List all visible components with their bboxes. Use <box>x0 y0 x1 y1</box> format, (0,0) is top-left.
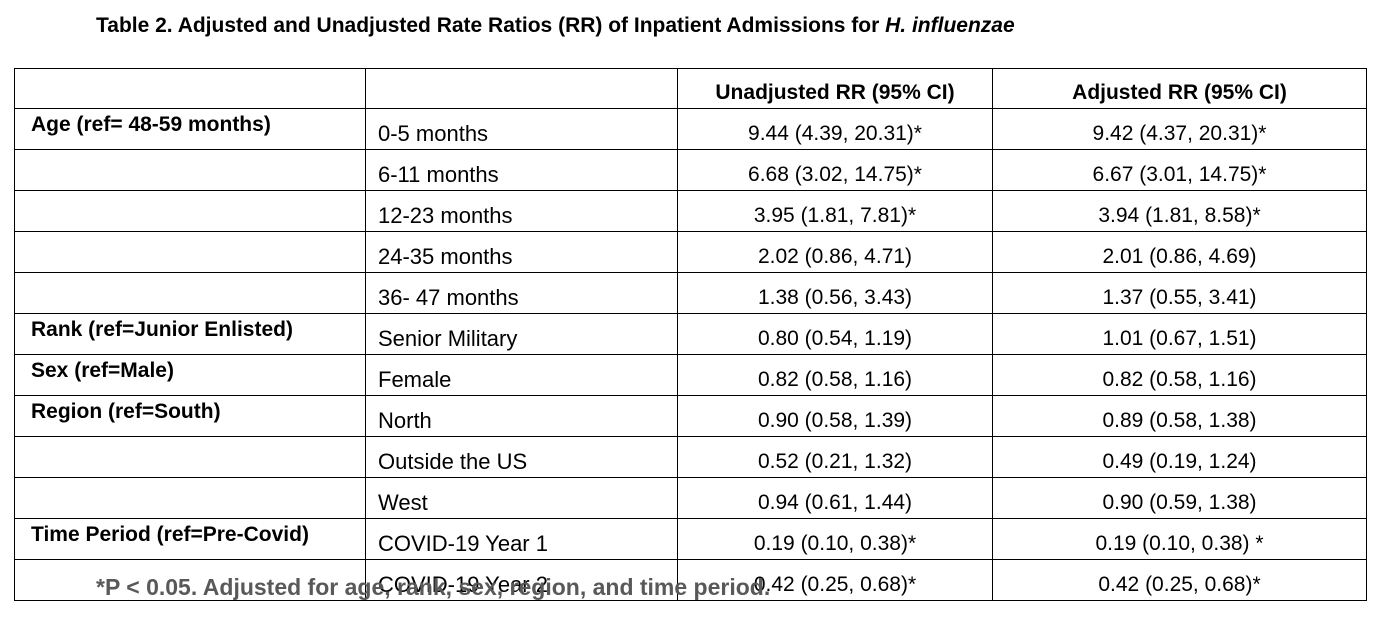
adjusted-rr-cell: 1.01 (0.67, 1.51) <box>992 313 1367 355</box>
adjusted-rr-cell: 0.19 (0.10, 0.38) * <box>992 518 1367 560</box>
unadjusted-rr-cell: 0.82 (0.58, 1.16) <box>677 354 993 396</box>
adjusted-rr-cell: 0.82 (0.58, 1.16) <box>992 354 1367 396</box>
adjusted-rr-cell: 3.94 (1.81, 8.58)* <box>992 190 1367 232</box>
level-cell: Senior Military <box>365 313 678 355</box>
variable-cell <box>14 190 366 232</box>
variable-cell <box>14 559 366 601</box>
footnote: *P < 0.05. Adjusted for age, rank, sex, … <box>96 574 771 600</box>
variable-cell <box>14 231 366 273</box>
unadjusted-rr-cell: 0.19 (0.10, 0.38)* <box>677 518 993 560</box>
level-cell: 24-35 months <box>365 231 678 273</box>
level-cell: Outside the US <box>365 436 678 478</box>
header-level <box>365 68 678 109</box>
level-cell: 12-23 months <box>365 190 678 232</box>
header-unadjusted-rr: Unadjusted RR (95% CI) <box>677 68 993 109</box>
variable-cell: Rank (ref=Junior Enlisted) <box>14 313 366 355</box>
table-row: 12-23 months 3.95 (1.81, 7.81)* 3.94 (1.81… <box>14 190 1367 232</box>
level-cell: 6-11 months <box>365 149 678 191</box>
table-title-text: Table 2. Adjusted and Unadjusted Rate Ra… <box>96 14 886 37</box>
level-cell: North <box>365 395 678 437</box>
table-header-row: Unadjusted RR (95% CI) Adjusted RR (95% … <box>14 68 1367 109</box>
header-adjusted-rr: Adjusted RR (95% CI) <box>992 68 1367 109</box>
table-row: Sex (ref=Male) Female 0.82 (0.58, 1.16) 0.8… <box>14 354 1367 396</box>
level-cell: 36- 47 months <box>365 272 678 314</box>
header-variable <box>14 68 366 109</box>
adjusted-rr-cell: 6.67 (3.01, 14.75)* <box>992 149 1367 191</box>
level-cell: COVID-19 Year 2 <box>365 559 678 601</box>
unadjusted-rr-cell: 6.68 (3.02, 14.75)* <box>677 149 993 191</box>
table-body: Age (ref= 48-59 months) 0-5 months 9.44 (4… <box>14 108 1367 601</box>
variable-cell: Age (ref= 48-59 months) <box>14 108 366 150</box>
table-row: 6-11 months 6.68 (3.02, 14.75)* 6.67 (3.01… <box>14 149 1367 191</box>
variable-cell: Sex (ref=Male) <box>14 354 366 396</box>
level-cell: Female <box>365 354 678 396</box>
unadjusted-rr-cell: 1.38 (0.56, 3.43) <box>677 272 993 314</box>
table-row: 36- 47 months 1.38 (0.56, 3.43) 1.37 (0.55… <box>14 272 1367 314</box>
unadjusted-rr-cell: 0.90 (0.58, 1.39) <box>677 395 993 437</box>
table-row: Outside the US 0.52 (0.21, 1.32) 0.49 (0.1… <box>14 436 1367 478</box>
unadjusted-rr-cell: 0.52 (0.21, 1.32) <box>677 436 993 478</box>
variable-cell <box>14 436 366 478</box>
variable-cell <box>14 272 366 314</box>
table-row: Age (ref= 48-59 months) 0-5 months 9.44 (4… <box>14 108 1367 150</box>
table-row: Region (ref=South) North 0.90 (0.58, 1.39)… <box>14 395 1367 437</box>
unadjusted-rr-cell: 0.80 (0.54, 1.19) <box>677 313 993 355</box>
table-row: West 0.94 (0.61, 1.44) 0.90 (0.59, 1.38) <box>14 477 1367 519</box>
unadjusted-rr-cell: 0.94 (0.61, 1.44) <box>677 477 993 519</box>
unadjusted-rr-cell: 3.95 (1.81, 7.81)* <box>677 190 993 232</box>
variable-cell: Region (ref=South) <box>14 395 366 437</box>
adjusted-rr-cell: 1.37 (0.55, 3.41) <box>992 272 1367 314</box>
organism-name: H. influenzae <box>885 14 1015 37</box>
unadjusted-rr-cell: 2.02 (0.86, 4.71) <box>677 231 993 273</box>
adjusted-rr-cell: 0.89 (0.58, 1.38) <box>992 395 1367 437</box>
adjusted-rr-cell: 9.42 (4.37, 20.31)* <box>992 108 1367 150</box>
table-row: 24-35 months 2.02 (0.86, 4.71) 2.01 (0.86,… <box>14 231 1367 273</box>
unadjusted-rr-cell: 9.44 (4.39, 20.31)* <box>677 108 993 150</box>
adjusted-rr-cell: 0.49 (0.19, 1.24) <box>992 436 1367 478</box>
unadjusted-rr-cell: 0.42 (0.25, 0.68)* <box>677 559 993 601</box>
table-row: Time Period (ref=Pre-Covid) COVID-19 Year… <box>14 518 1367 560</box>
adjusted-rr-cell: 0.42 (0.25, 0.68)* <box>992 559 1367 601</box>
variable-cell: Time Period (ref=Pre-Covid) <box>14 518 366 560</box>
variable-cell <box>14 149 366 191</box>
table-row: Rank (ref=Junior Enlisted) Senior Militar… <box>14 313 1367 355</box>
adjusted-rr-cell: 0.90 (0.59, 1.38) <box>992 477 1367 519</box>
variable-cell <box>14 477 366 519</box>
level-cell: West <box>365 477 678 519</box>
rate-ratio-table: Unadjusted RR (95% CI) Adjusted RR (95% … <box>14 68 1367 601</box>
level-cell: COVID-19 Year 1 <box>365 518 678 560</box>
table-row: COVID-19 Year 2 0.42 (0.25, 0.68)* 0.42 (0… <box>14 559 1367 601</box>
level-cell: 0-5 months <box>365 108 678 150</box>
table-title: Table 2. Adjusted and Unadjusted Rate Ra… <box>96 14 1015 38</box>
adjusted-rr-cell: 2.01 (0.86, 4.69) <box>992 231 1367 273</box>
